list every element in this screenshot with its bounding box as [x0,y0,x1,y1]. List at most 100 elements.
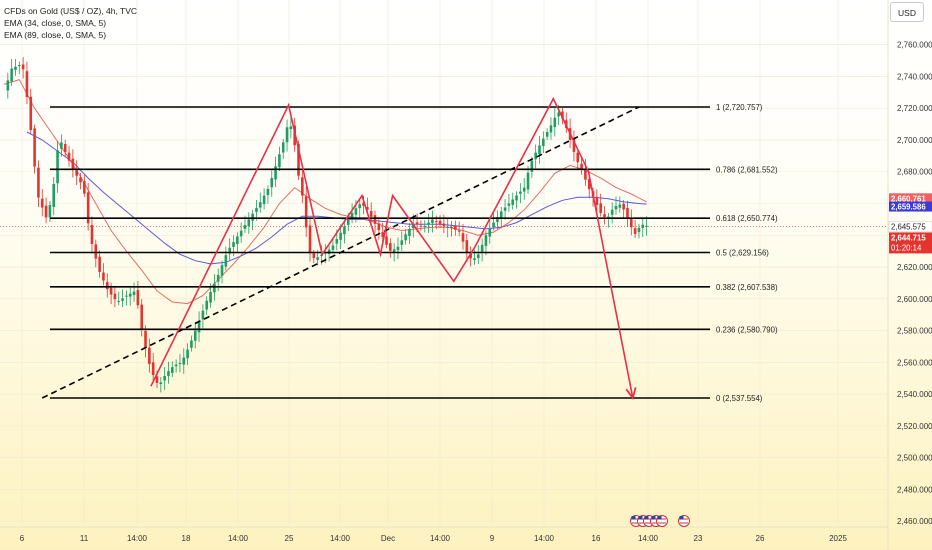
candle-body [289,126,293,130]
candle-body [480,244,484,253]
zigzag-path[interactable] [150,96,634,399]
fib-level-label: 1 (2,720.757) [716,103,763,112]
candle-body [461,233,465,242]
candle-body [320,254,323,256]
candle-body [423,226,427,228]
countdown-price-text: 2,644.715 [891,233,926,242]
price-tick-label: 2,740.000 [897,72,932,81]
candle-body [542,138,545,147]
time-tick-label: 14:00 [127,534,148,543]
candle-body [109,287,113,295]
countdown-time-text: 01:20:14 [891,243,922,252]
economic-events[interactable] [630,515,690,527]
symbol-title[interactable]: CFDs on Gold (US$ / OZ), 4h, TVC [4,6,138,16]
candle-body [128,293,132,297]
candle-body [595,196,599,206]
candle-body [10,68,13,82]
candle-body [553,117,557,128]
gridlines [0,0,888,527]
candle-body [224,255,228,267]
candle-body [346,219,350,225]
candle-body [90,225,94,245]
candle-body [182,357,186,365]
candle-body [358,204,362,209]
ema34-price-badge-text: 2,660.761 [891,194,926,203]
zigzag-drawing[interactable] [150,96,637,401]
ema34-legend[interactable]: EMA (34, close, 0, SMA, 5) [4,18,107,28]
chart-legend[interactable]: CFDs on Gold (US$ / OZ), 4h, TVC EMA (34… [4,5,137,41]
candle-body [377,223,381,231]
candle-body [434,221,438,223]
flag-canton [679,516,684,520]
candle-body [205,300,209,310]
candle-body [163,376,166,381]
ema34-price-badge [889,193,932,204]
candle-body [79,177,82,183]
candle-body [633,228,637,234]
ema89-price-badge [889,201,932,212]
candle-body [488,228,492,237]
fib-level-label: 0.382 (2,607.538) [716,283,778,292]
candle-body [186,349,189,359]
time-axis[interactable]: 6 11 14:00 18 14:00 25 14:00 Dec 14:00 9 14:00 16 14… [20,534,848,543]
candle-body [136,290,140,306]
time-tick-label: 26 [756,534,765,543]
candle-body [304,196,308,228]
candle-body [534,152,537,160]
dashed-trendline[interactable] [41,106,640,399]
candle-body [584,168,587,180]
price-tick-label: 2,560.000 [897,358,932,367]
candle-body [362,202,365,206]
candle-body [44,205,48,218]
candle-body [148,347,151,364]
candle-body [71,158,75,169]
candlesticks [6,57,648,393]
trendline-path[interactable] [41,106,640,399]
price-axis[interactable]: 2,460.000 2,480.000 2,500.000 2,520.000 2,54… [897,41,932,527]
time-tick-label: 14:00 [534,534,555,543]
candle-body [438,220,442,225]
candle-body [530,160,534,172]
candle-body [121,298,124,301]
candle-body [339,232,342,240]
candle-body [132,291,136,295]
time-tick-label: 14:00 [228,534,249,543]
time-tick-label: 23 [694,534,703,543]
candle-body [151,362,155,376]
candle-body [155,376,159,383]
candle-body [86,192,90,224]
candle-body [404,234,407,241]
price-tick-label: 2,700.000 [897,136,932,145]
candle-body [37,167,40,198]
candle-body [102,272,105,281]
candle-body [450,226,453,228]
candle-body [519,191,522,194]
candle-body [442,223,446,227]
candle-body [312,253,316,259]
candle-body [473,258,476,261]
candle-body [255,208,258,213]
candle-body [18,65,21,67]
fibonacci-retracement[interactable]: 1 (2,720.757) 0.786 (2,681.552) 0.618 (2,6… [50,103,778,403]
fib-level-label: 0 (2,537.554) [716,394,763,403]
candle-body [190,340,193,348]
candle-body [373,215,377,224]
time-tick-label: 11 [80,534,89,543]
candle-body [167,371,170,376]
candle-body [457,230,461,232]
ema89-legend[interactable]: EMA (89, close, 0, SMA, 5) [4,30,107,40]
candle-body [278,154,281,168]
arrow-head[interactable] [625,387,637,401]
flag-canton [651,516,656,520]
candle-body [408,228,411,237]
candle-body [171,367,174,373]
candle-body [381,232,384,237]
candle-body [216,274,220,282]
candle-body [343,226,346,235]
currency-button[interactable]: USD [890,2,924,22]
candle-body [561,111,564,119]
candle-body [499,211,503,219]
